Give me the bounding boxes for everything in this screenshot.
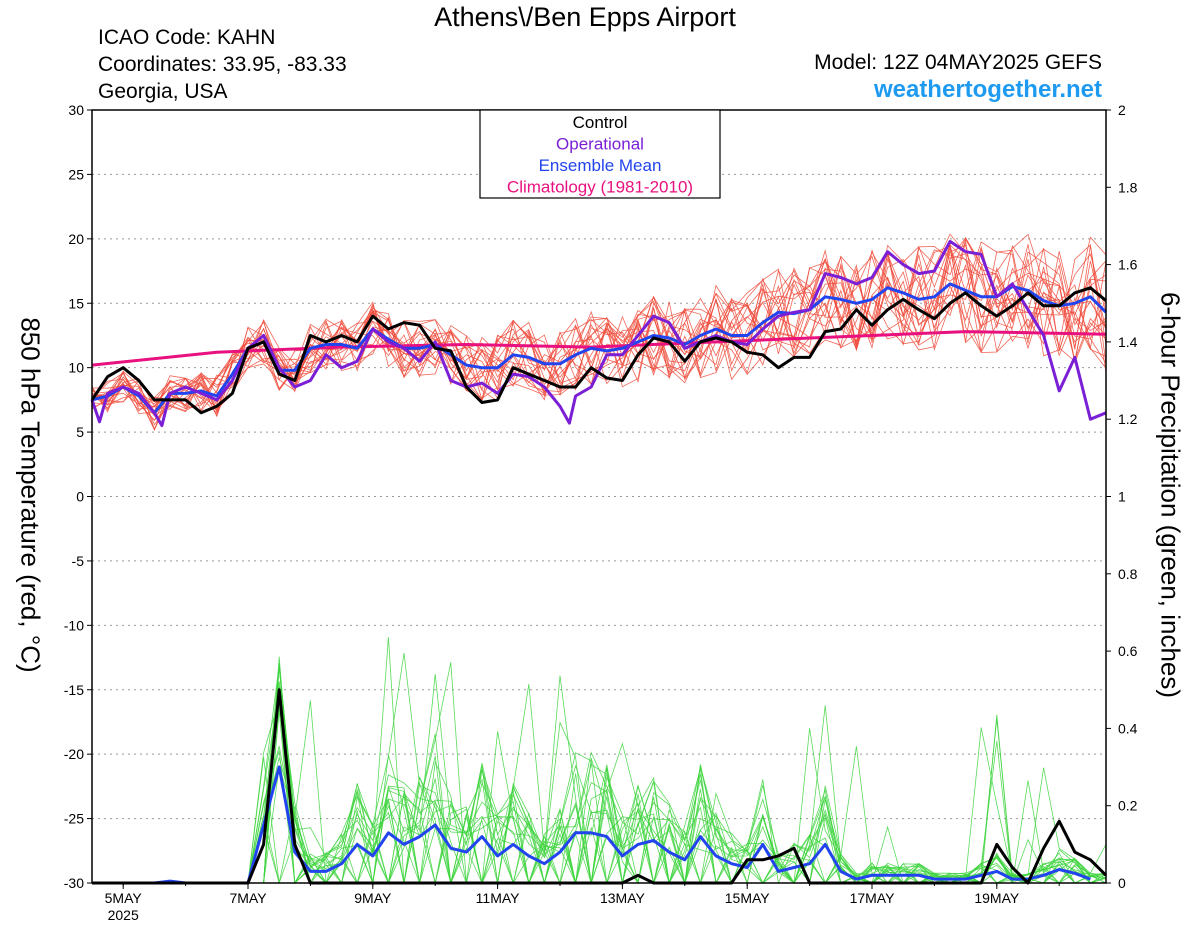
y2-tick-label: 1 [1118, 489, 1126, 505]
x-tick-label: 7MAY [229, 890, 267, 906]
precip-member-line [92, 667, 1107, 885]
precip-member-line [92, 675, 1107, 885]
precip-member-line [92, 666, 1106, 885]
precip-member-line [92, 698, 1107, 885]
y-tick-label: -30 [64, 875, 84, 891]
y-tick-label: 10 [68, 360, 84, 376]
x-tick-label: 9MAY [354, 890, 392, 906]
x-tick-label: 5MAY [105, 890, 143, 906]
y-tick-label: 25 [68, 166, 84, 182]
location: Georgia, USA [98, 80, 228, 103]
legend-entry: Climatology (1981-2010) [507, 178, 693, 197]
x-tick-label: 11MAY [476, 890, 520, 906]
temp-control-line [90, 286, 1107, 415]
temp-member-line [91, 244, 1107, 412]
y2-tick-label: 2 [1118, 102, 1126, 118]
x-tick-label: 15MAY [725, 890, 771, 906]
legend-entry: Operational [556, 135, 644, 154]
precip-member-line [92, 664, 1107, 885]
x-tick-label: 17MAY [850, 890, 896, 906]
y2-tick-label: 1.8 [1118, 179, 1138, 195]
temp-operational-line [90, 239, 1107, 428]
main-series [90, 239, 1108, 885]
y-tick-label: -10 [64, 617, 84, 633]
precip-member-line [92, 681, 1106, 885]
legend-entry: Control [573, 113, 628, 132]
y2-tick-label: 0 [1118, 875, 1126, 891]
y-axis-label-right: 6-hour Precipitation (green, inches) [1155, 291, 1186, 699]
y-axis-label-left: 850 hPa Temperature (red, °C) [15, 317, 46, 673]
precip-control-line [92, 688, 1108, 885]
temp-member-line [91, 233, 1107, 426]
precip-member-line [92, 663, 1107, 885]
x-tick-sublabel: 2025 [108, 907, 139, 923]
plot-frame [91, 109, 1107, 884]
coordinates: Coordinates: 33.95, -83.33 [98, 53, 347, 76]
x-tick-label: 13MAY [600, 890, 646, 906]
temp-member-line [91, 238, 1107, 410]
temp-member-line [91, 253, 1107, 421]
x-tick-label: 19MAY [974, 890, 1020, 906]
model-run: Model: 12Z 04MAY2025 GEFS [814, 51, 1102, 74]
y-tick-label: -5 [72, 553, 85, 569]
y-tick-label: 20 [68, 231, 84, 247]
y-tick-label: 15 [68, 295, 84, 311]
y2-tick-label: 0.8 [1118, 566, 1138, 582]
chart-title: Athens\/Ben Epps Airport [434, 2, 736, 32]
y-tick-label: 30 [68, 102, 84, 118]
y2-tick-label: 1.4 [1118, 334, 1138, 350]
legend: Control Operational Ensemble Mean Climatolo… [479, 109, 721, 199]
y-tick-label: -15 [64, 682, 84, 698]
y2-tick-label: 1.6 [1118, 257, 1138, 273]
y-tick-label: -20 [64, 746, 84, 762]
legend-box [479, 109, 721, 199]
precip-ensemble-mean-line [92, 765, 1091, 885]
y-tick-label: -25 [64, 811, 84, 827]
precip-member-line [92, 662, 1107, 884]
icao-code: ICAO Code: KAHN [98, 26, 276, 49]
precip-members [92, 636, 1107, 885]
y2-tick-label: 0.2 [1118, 798, 1138, 814]
temp-member-line [91, 236, 1107, 413]
precip-member-line [92, 674, 1107, 885]
y-tick-label: 0 [76, 489, 84, 505]
axis-ticks: 302520151050-5-10-15-20-25-3021.81.61.41… [64, 102, 1138, 923]
legend-entry: Ensemble Mean [539, 156, 662, 175]
y2-tick-label: 0.6 [1118, 643, 1138, 659]
y2-tick-label: 1.2 [1118, 411, 1138, 427]
y-tick-label: 5 [76, 424, 84, 440]
y2-tick-label: 0.4 [1118, 720, 1138, 736]
temp-member-line [91, 245, 1107, 413]
site-url[interactable]: weathertogether.net [873, 76, 1102, 103]
